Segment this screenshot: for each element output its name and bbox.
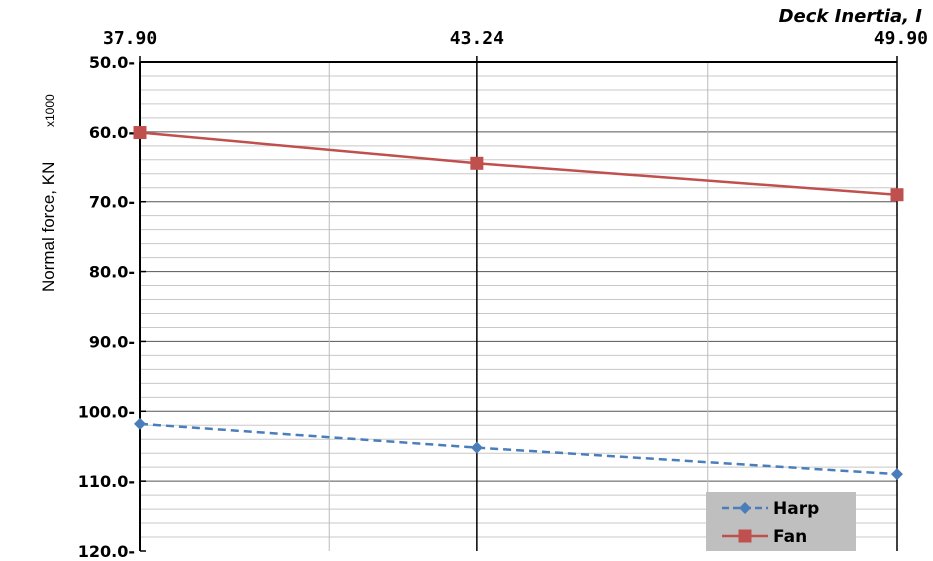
- data-point-marker: [134, 417, 146, 430]
- data-point-marker: [891, 468, 903, 481]
- y-tick-label: 110.0-: [78, 472, 135, 491]
- series-fan: [133, 126, 904, 202]
- y-tick-label: 100.0-: [78, 402, 135, 421]
- data-point-marker: [890, 188, 904, 202]
- data-point-marker: [470, 441, 483, 454]
- legend-label: Harp: [773, 499, 819, 519]
- y-tick-label: 90.0-: [89, 332, 135, 351]
- y-tick-label: 70.0-: [89, 193, 135, 212]
- legend-label: Fan: [773, 527, 807, 547]
- y-tick-label: 60.0-: [89, 123, 135, 142]
- legend: Harp Fan: [706, 492, 856, 551]
- x-tick-label: 49.90: [874, 28, 928, 49]
- data-point-marker: [470, 156, 484, 170]
- legend-box: [706, 492, 856, 551]
- y-tick-label: 80.0-: [89, 263, 135, 282]
- x-tick-label: 37.90: [103, 28, 157, 49]
- y-axis-multiplier: x1000: [43, 94, 57, 127]
- series-layer: [133, 126, 904, 481]
- data-point-marker: [133, 126, 147, 140]
- x-tick-label: 43.24: [450, 28, 504, 49]
- x-axis-title: Deck Inertia, I: [779, 6, 923, 27]
- data-point-marker: [738, 529, 752, 543]
- y-tick-label: 120.0-: [78, 542, 135, 561]
- series-line: [139, 422, 898, 476]
- series-harp: [134, 417, 903, 481]
- series-line: [139, 131, 898, 196]
- y-tick-label: 50.0-: [89, 53, 135, 72]
- data-point-marker: [739, 502, 751, 514]
- y-axis-title: Normal force, KN: [39, 162, 58, 292]
- grid: [140, 62, 897, 551]
